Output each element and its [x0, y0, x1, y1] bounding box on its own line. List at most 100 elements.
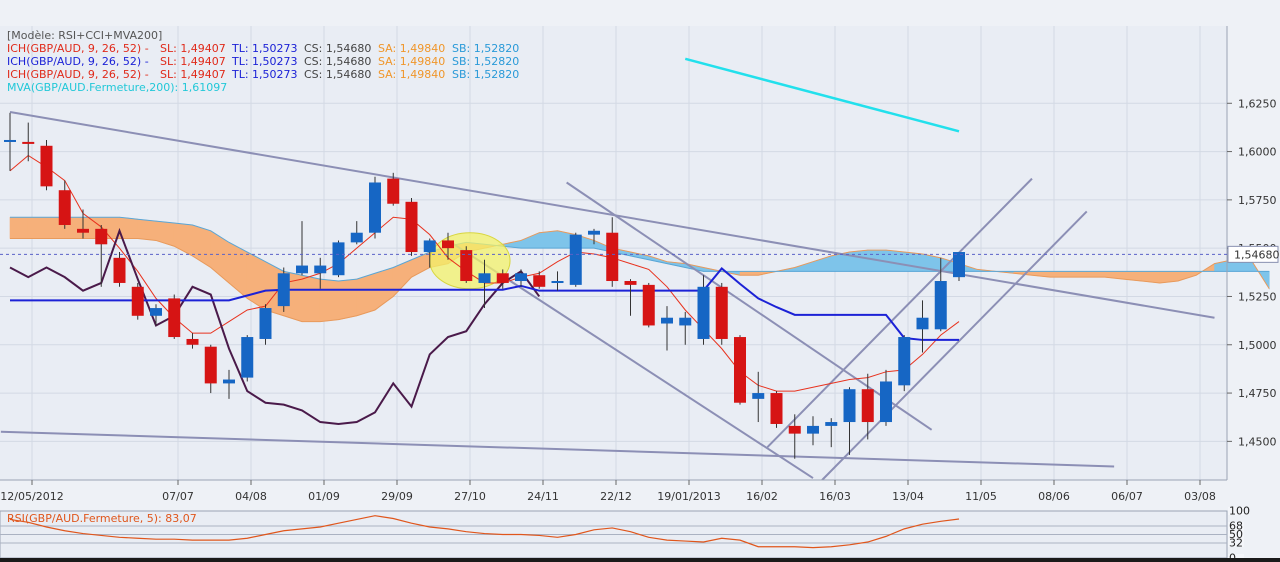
candle-body [259, 308, 272, 339]
rsi-line [9, 515, 960, 549]
candle [4, 112, 16, 171]
candle-body [204, 346, 217, 384]
candle-body [496, 273, 509, 283]
candle [880, 369, 892, 426]
candle-body [40, 145, 53, 187]
trend-line [566, 181, 933, 431]
legend: [Modèle: RSI+CCI+MVA200] ICH(GBP/AUD, 9,… [7, 29, 519, 94]
kumo-segment [1068, 271, 1088, 278]
kumo-segment [538, 230, 558, 249]
x-tick-label: 19/01/2013 [657, 490, 720, 503]
candle-body [715, 286, 728, 339]
candle [624, 279, 637, 316]
candle-body [642, 284, 655, 326]
candle-body [478, 273, 491, 283]
legend-ich-label: ICH(GBP/AUD, 9, 26, 52) - [7, 68, 149, 81]
trend-line [9, 110, 1215, 319]
legend-tl: TL: 1,50273 [231, 55, 298, 68]
candle-body [697, 286, 710, 339]
candle-body [131, 286, 144, 316]
candle-body [4, 139, 16, 142]
x-tick-label: 11/05 [965, 490, 997, 503]
legend-sa: SA: 1,49840 [378, 68, 445, 81]
kumo-segment [9, 216, 29, 239]
candle-body [296, 265, 308, 274]
candle-body [934, 281, 947, 330]
legend-sl: SL: 1,49407 [160, 55, 226, 68]
candle-body [332, 242, 345, 276]
date-axis-band [0, 480, 1280, 510]
candle-body [241, 337, 254, 378]
candle-body [58, 190, 71, 225]
kumo-segment [301, 274, 321, 322]
bottom-edge [0, 558, 1280, 562]
candle [770, 391, 783, 428]
y-tick-label: 1,5250 [1238, 290, 1277, 303]
y-tick-label: 1,6000 [1238, 146, 1277, 159]
candle-body [369, 182, 381, 233]
candle-body [661, 317, 673, 324]
mva200-line [684, 57, 960, 133]
candle-body [95, 228, 108, 245]
candle-body [350, 232, 363, 243]
candle [533, 271, 546, 289]
x-tick-label: 27/10 [454, 490, 486, 503]
candle-body [533, 275, 546, 287]
x-tick-label: 07/07 [162, 490, 194, 503]
candle [661, 306, 673, 351]
senkou-span-b [10, 216, 1270, 282]
candle [77, 209, 89, 239]
candle-body [551, 281, 564, 284]
legend-sa: SA: 1,49840 [378, 55, 445, 68]
y-tick-label: 1,4500 [1238, 435, 1277, 448]
candle [259, 304, 272, 345]
candle [296, 221, 308, 276]
legend-cs: CS: 1,54680 [304, 42, 371, 55]
legend-sb: SB: 1,52820 [452, 68, 519, 81]
candle [113, 252, 126, 287]
legend-sb: SB: 1,52820 [452, 55, 519, 68]
rsi-scale-box [1228, 507, 1244, 515]
candle-body [807, 425, 819, 434]
candle-body [679, 317, 692, 326]
candle [953, 252, 965, 282]
candle-body [186, 338, 199, 345]
chikou-span-line [9, 227, 541, 425]
candle [551, 271, 564, 291]
candle-body [734, 337, 746, 403]
x-tick-label: 16/03 [819, 490, 851, 503]
rsi-scale-label: 32 [1229, 536, 1243, 549]
x-tick-label: 01/09 [308, 490, 340, 503]
trend-line [766, 177, 1033, 448]
rsi-scale-box [1228, 530, 1244, 539]
candle-body [880, 381, 892, 423]
last-price-label: 1,54680 [1234, 248, 1280, 261]
candle [715, 282, 728, 345]
x-tick-label: 24/11 [527, 490, 559, 503]
x-tick-label: 16/02 [746, 490, 778, 503]
candle-body [423, 240, 436, 253]
candle [861, 373, 874, 440]
kumo-segment [27, 216, 47, 239]
candle [387, 172, 400, 206]
legend-ich-label: ICH(GBP/AUD, 9, 26, 52) - [7, 42, 149, 55]
last-price-marker: 1,54680 [0, 245, 1280, 263]
x-tick-label: 03/08 [1184, 490, 1216, 503]
candle [423, 238, 436, 268]
candle [898, 335, 911, 392]
candle [150, 304, 162, 326]
candle [606, 217, 619, 287]
y-tick-label: 1,4750 [1238, 387, 1277, 400]
candle-body [606, 232, 619, 282]
rsi-scale-label: 100 [1229, 505, 1250, 518]
rsi-grid [0, 525, 1227, 544]
candle [788, 414, 801, 459]
legend-tl: TL: 1,50273 [231, 42, 298, 55]
candle-body [916, 317, 929, 330]
candle [934, 257, 947, 332]
candle [40, 139, 53, 191]
trend-line [0, 430, 1115, 468]
rsi-scale-box [1228, 522, 1244, 531]
